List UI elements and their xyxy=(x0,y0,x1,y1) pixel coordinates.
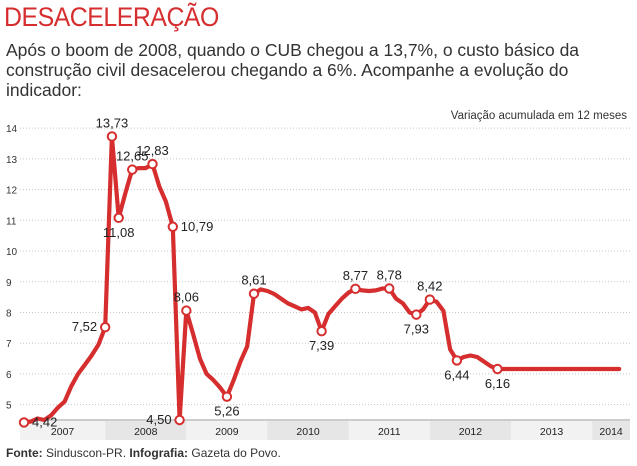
data-point xyxy=(18,417,30,428)
year-label: 2014 xyxy=(599,426,623,438)
year-band xyxy=(105,421,187,440)
data-label: 12,65 xyxy=(116,149,149,164)
data-label: 7,93 xyxy=(404,322,429,337)
data-label: 8,77 xyxy=(343,268,368,283)
year-label: 2012 xyxy=(459,426,483,438)
data-label: 6,16 xyxy=(485,376,510,391)
year-label: 2010 xyxy=(296,426,320,438)
data-label: 10,79 xyxy=(181,219,214,234)
infographic-value: Gazeta do Povo. xyxy=(191,446,281,460)
data-point xyxy=(248,288,260,299)
year-label: 2008 xyxy=(134,426,158,438)
year-band xyxy=(511,421,593,440)
chart-subtitle: Após o boom de 2008, quando o CUB chegou… xyxy=(6,40,580,100)
data-point xyxy=(384,283,395,294)
year-band xyxy=(20,421,106,440)
data-point xyxy=(127,164,138,175)
year-band xyxy=(429,421,512,440)
data-label: 6,44 xyxy=(444,367,469,382)
data-label: 7,39 xyxy=(309,338,334,353)
year-label: 2009 xyxy=(215,426,239,438)
data-label: 13,73 xyxy=(96,115,129,130)
data-point xyxy=(316,326,327,337)
y-tick-label: 14 xyxy=(6,124,18,135)
y-tick-label: 12 xyxy=(6,186,18,197)
data-label: 5,26 xyxy=(214,404,239,419)
source-line: Fonte: Sinduscon-PR. Infografia: Gazeta … xyxy=(6,446,281,460)
series-line xyxy=(21,134,622,425)
year-band xyxy=(592,421,630,440)
data-point xyxy=(451,355,463,366)
y-tick-label: 7 xyxy=(6,339,12,350)
data-label: 7,52 xyxy=(72,319,97,334)
y-tick-label: 10 xyxy=(6,247,18,258)
data-point xyxy=(411,309,422,320)
data-point xyxy=(221,391,233,402)
year-label: 2007 xyxy=(51,426,75,438)
data-point xyxy=(99,322,111,333)
data-label: 12,83 xyxy=(136,143,169,158)
year-band xyxy=(186,421,268,440)
year-label: 2011 xyxy=(378,426,401,438)
year-band xyxy=(267,421,349,440)
y-axis-note: Variação acumulada em 12 meses xyxy=(450,110,627,122)
source-label: Fonte: xyxy=(6,446,43,460)
data-label: 11,08 xyxy=(103,225,135,240)
year-band xyxy=(348,421,430,440)
y-tick-label: 6 xyxy=(6,370,12,381)
data-label: 8,78 xyxy=(377,268,402,283)
data-label: 8,06 xyxy=(174,290,199,305)
data-label: 4,50 xyxy=(146,412,171,427)
year-label: 2013 xyxy=(540,426,564,438)
y-tick-label: 8 xyxy=(6,308,12,319)
data-label: 8,61 xyxy=(241,273,266,288)
source-value: Sinduscon-PR. xyxy=(46,446,127,460)
data-point xyxy=(424,294,436,305)
y-tick-label: 9 xyxy=(6,278,12,289)
data-point xyxy=(147,158,158,170)
data-point xyxy=(106,131,118,142)
y-tick-label: 11 xyxy=(6,216,17,227)
data-label: 4,42 xyxy=(32,414,57,429)
data-point xyxy=(181,305,192,316)
data-point xyxy=(492,363,503,375)
y-tick-label: 5 xyxy=(6,401,12,412)
chart-title: DESACELERAÇÃO xyxy=(4,2,219,32)
data-point xyxy=(113,212,124,224)
data-point xyxy=(167,221,179,232)
y-tick-label: 13 xyxy=(6,155,18,166)
data-label: 8,42 xyxy=(417,279,442,294)
data-point xyxy=(350,283,361,295)
data-point xyxy=(174,414,185,426)
infographic-label: Infografia: xyxy=(129,446,189,460)
